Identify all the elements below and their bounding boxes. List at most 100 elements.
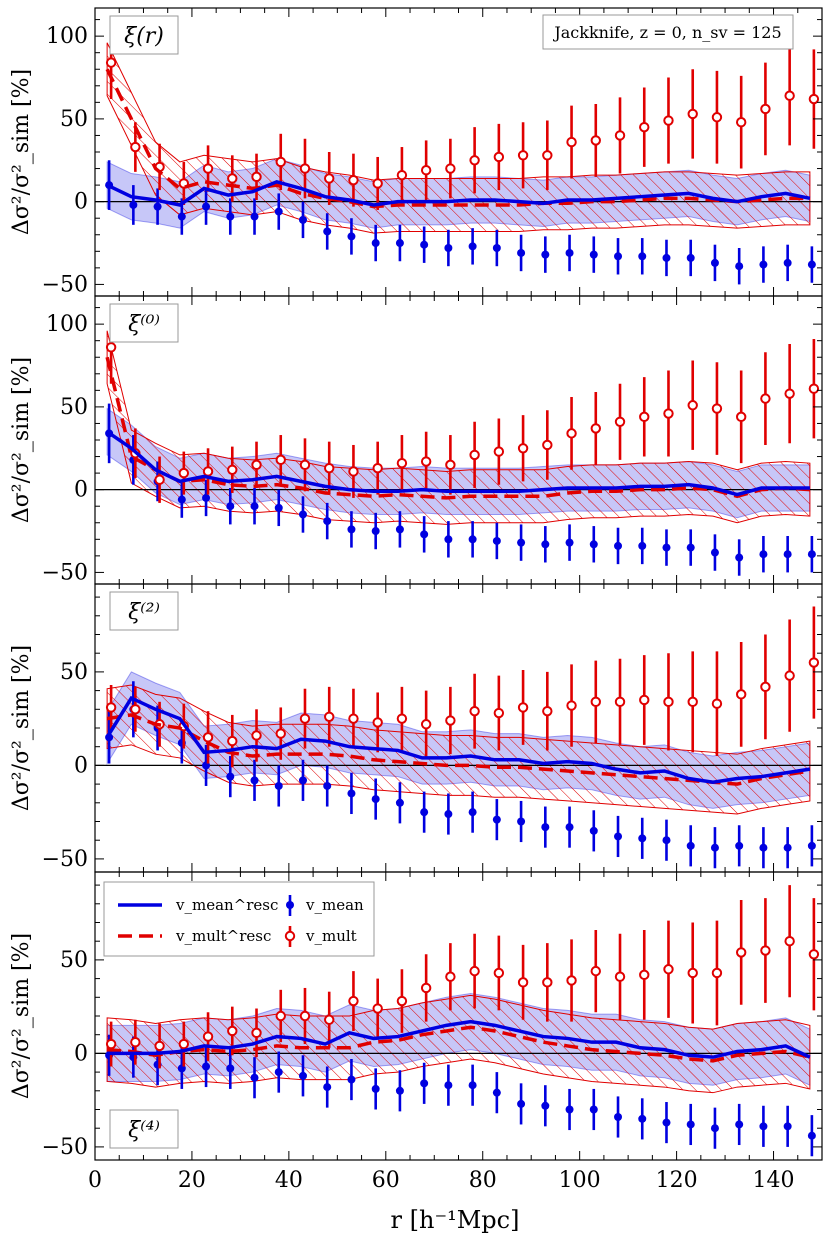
v-mean-point: [298, 215, 307, 224]
v-mult-point: [154, 1040, 165, 1052]
v-mult-point: [542, 439, 553, 451]
panel-label: ξ(r): [124, 24, 164, 49]
v-mult-point: [493, 707, 505, 719]
v-mult-point: [178, 1038, 190, 1050]
v-mean-point: [638, 252, 647, 261]
v-mean-point: [710, 548, 719, 557]
v-mult-point: [566, 700, 577, 711]
v-mean-point: [371, 795, 380, 804]
v-mult-point: [299, 1010, 311, 1022]
v-mean-point: [274, 207, 283, 216]
y-tick-label: 50: [60, 660, 88, 685]
v-mean-point: [347, 525, 356, 534]
v-mult-point: [348, 466, 359, 477]
plot-area: [95, 310, 822, 576]
v-mean-point: [662, 543, 671, 552]
x-tick-label: 60: [372, 1168, 400, 1193]
v-mult-point: [372, 462, 383, 474]
legend-label-v-mult-resc: v_mult^resc: [175, 927, 271, 945]
v-mean-point: [614, 541, 623, 550]
v-mult-point: [372, 717, 383, 728]
v-mult-point: [420, 456, 432, 467]
panel-label-box: [109, 303, 179, 343]
v-mult-resc-line: [105, 68, 810, 209]
v-mean-point: [468, 1081, 477, 1090]
v-mult-point: [517, 443, 529, 454]
y-tick-label: 0: [74, 753, 88, 778]
legend-label-v-mean: v_mean: [305, 896, 364, 914]
panel-label-box: [109, 591, 179, 631]
v-mult-point: [808, 93, 820, 105]
v-mean-point: [783, 258, 792, 267]
v-mult-point: [760, 103, 771, 115]
v-mult-point: [493, 151, 505, 163]
x-tick-label: 80: [469, 1168, 497, 1193]
v-mult-point: [711, 698, 723, 709]
panel-3: −50 0 50 Δσ²/σ²_sim [%] ξ⁽²⁾: [9, 583, 823, 873]
v-mean-point: [468, 242, 477, 251]
v-mean-point: [541, 823, 550, 832]
v-mean-point: [589, 250, 598, 259]
v-mean-point: [274, 1068, 283, 1077]
v-mult-point: [711, 403, 723, 414]
v-mult-point: [275, 1010, 286, 1022]
v-mean-resc-line: [107, 1019, 811, 1059]
v-mult-point: [396, 995, 408, 1007]
v-mult-point: [663, 115, 674, 126]
v-mean-point: [323, 781, 332, 790]
v-mult-point: [420, 982, 432, 994]
v-mult-point: [590, 135, 601, 146]
v-mean-point: [759, 550, 768, 559]
v-mean-point: [347, 1075, 356, 1084]
v-mean-point: [517, 538, 526, 547]
v-mean-point: [807, 1131, 816, 1140]
v-mean-point: [250, 502, 259, 511]
v-mult-point: [251, 1027, 262, 1039]
v-mult-point: [275, 454, 286, 466]
v-mult-point: [105, 1038, 117, 1050]
v-mult-point: [711, 112, 723, 123]
panel-frame: [94, 7, 823, 297]
v-mult-point: [445, 971, 456, 982]
v-mult-point: [614, 416, 626, 427]
v-mean-point: [565, 248, 574, 257]
v-mult-point: [324, 711, 335, 722]
v-mean-resc-line: [105, 695, 811, 785]
v-mult-point: [275, 156, 286, 168]
v-mean-point: [468, 535, 477, 544]
v-mult-point: [372, 1003, 383, 1014]
v-mean-point: [517, 1099, 526, 1108]
v-mean-point: [589, 1105, 598, 1114]
v-mean-point: [177, 212, 186, 221]
v-mean-point: [492, 1088, 501, 1097]
v-mean-point: [323, 227, 332, 236]
y-tick-label: 100: [46, 24, 88, 49]
v-mult-point: [735, 947, 747, 958]
v-mult-point: [760, 945, 771, 956]
v-mult-point: [348, 174, 359, 186]
x-tick-label: 140: [753, 1168, 795, 1193]
v-mean-point: [759, 1122, 768, 1131]
legend-box: [103, 881, 375, 957]
v-mean-point: [226, 502, 235, 511]
v-mult-point: [808, 657, 820, 668]
panel-4: −50 0 50 Δσ²/σ²_sim [%] ξ⁽⁴⁾: [9, 871, 823, 1161]
v-mult-point: [348, 713, 359, 724]
v-mean-point: [565, 1105, 574, 1114]
v-mean-point: [589, 540, 598, 549]
v-mean-resc-line: [106, 430, 810, 497]
v-mean-point: [541, 250, 550, 259]
v-mean-point: [371, 527, 380, 536]
v-mean-point: [274, 781, 283, 790]
v-mult-point: [687, 967, 698, 979]
v-mult-point: [687, 400, 698, 411]
v-mult-point: [130, 1036, 141, 1048]
v-mean-point: [735, 553, 744, 562]
v-mult-point: [517, 977, 529, 988]
v-mult-point: [105, 57, 117, 68]
v-mean-point: [420, 808, 429, 817]
v-mult-point: [735, 689, 747, 700]
v-mult-point: [566, 428, 577, 439]
v-mult-point: [663, 696, 674, 708]
